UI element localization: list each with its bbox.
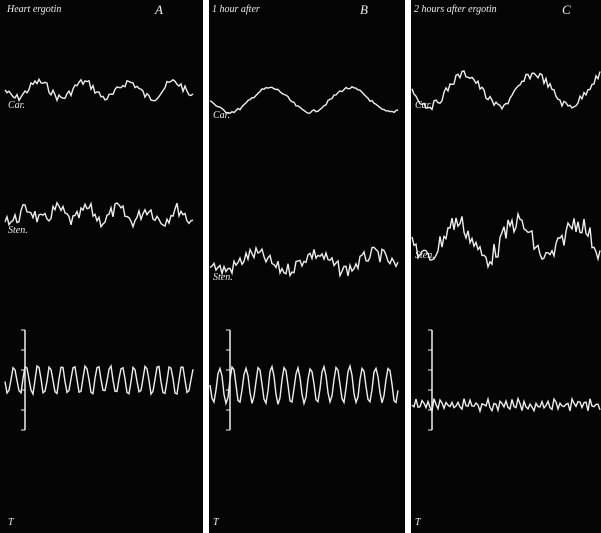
- panel-label: B: [360, 2, 368, 17]
- panel-label: C: [562, 2, 571, 17]
- trace-label: Car.: [415, 100, 432, 111]
- panel-header: Heart ergotin: [6, 4, 61, 15]
- trace-label: Sten.: [213, 272, 233, 283]
- trace-label: Sten.: [8, 225, 28, 236]
- panel-divider: [203, 0, 209, 533]
- panel-label: A: [154, 2, 163, 17]
- panel-header: 2 hours after ergotin: [414, 4, 497, 15]
- trace-label: Sten.: [415, 250, 435, 261]
- figure: Heart ergotinACar.Sten.T1 hour afterBCar…: [0, 0, 601, 533]
- page: {"panels": [ {"header": "Heart ergotin",…: [0, 0, 601, 533]
- trace-label: Car.: [8, 100, 25, 111]
- background: [0, 0, 601, 533]
- panel-header: 1 hour after: [212, 4, 260, 15]
- panel-divider: [405, 0, 411, 533]
- trace-label: Car.: [213, 110, 230, 121]
